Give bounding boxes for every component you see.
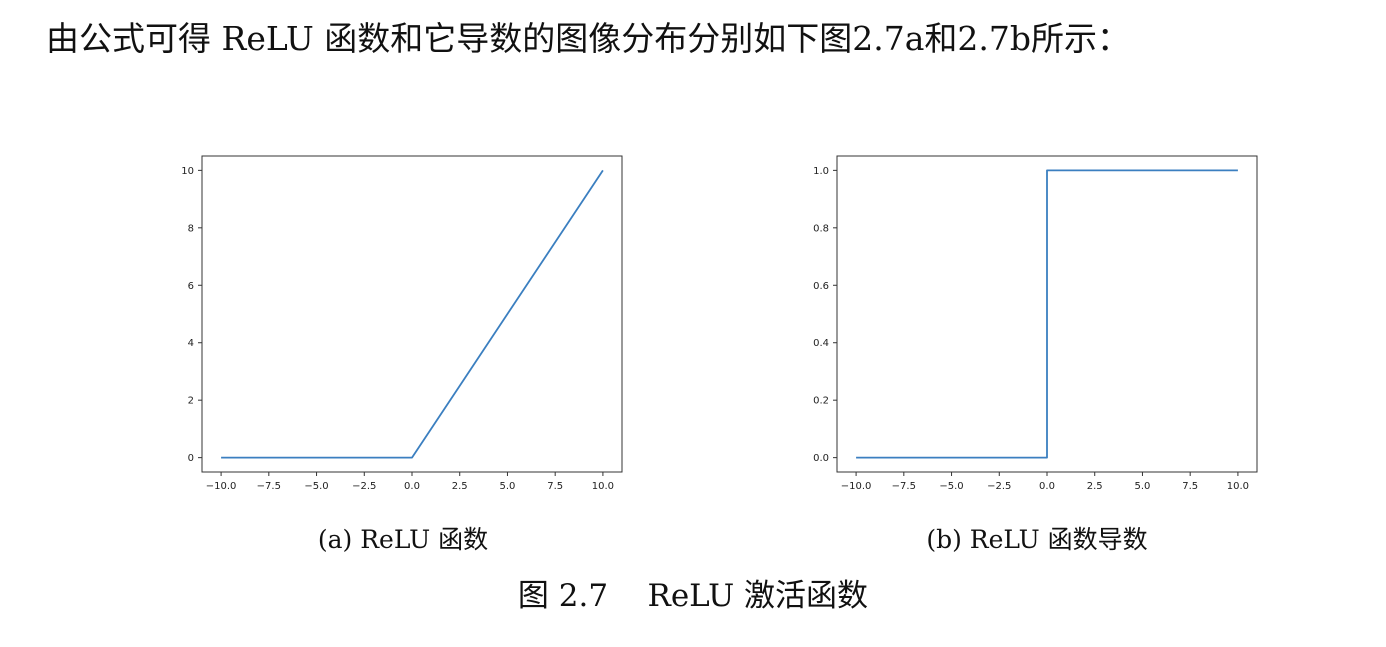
relu-y-tick-label: 4 (188, 338, 194, 349)
relu-x-tick-label: 10.0 (592, 481, 614, 492)
relu-y-tick-label: 6 (188, 281, 194, 292)
relu-derivative-x-tick-label: −10.0 (841, 481, 872, 492)
relu-derivative-x-tick-label: 0.0 (1039, 481, 1055, 492)
relu-y-tick-label: 10 (181, 166, 194, 177)
relu-derivative-y-tick-label: 0.6 (813, 281, 829, 292)
relu-derivative-y-tick-label: 0.2 (813, 396, 829, 407)
relu-derivative-x-tick-label: −5.0 (939, 481, 963, 492)
relu-y-tick-label: 0 (188, 453, 194, 464)
relu-derivative-x-tick-label: 10.0 (1227, 481, 1249, 492)
relu-derivative-x-tick-label: 2.5 (1087, 481, 1103, 492)
relu-y-tick-label: 2 (188, 396, 194, 407)
relu-series-line (221, 169, 604, 459)
relu-x-tick-label: −10.0 (206, 481, 237, 492)
intro-paragraph: 由公式可得 ReLU 函数和它导数的图像分布分别如下图2.7a和2.7b所示： (46, 19, 1131, 58)
relu-derivative-y-tick-label: 0.8 (813, 223, 829, 234)
relu-derivative-x-tick-label: 5.0 (1135, 481, 1151, 492)
relu-derivative-y-tick-label: 0.0 (813, 453, 829, 464)
subcaption-a: (a) ReLU 函数 (317, 525, 489, 554)
relu-derivative-series-line (856, 169, 1238, 459)
relu-x-tick-label: 7.5 (547, 481, 563, 492)
relu-derivative-x-tick-label: −7.5 (892, 481, 916, 492)
relu-derivative-x-tick-label: 7.5 (1182, 481, 1198, 492)
subcaption-b: (b) ReLU 函数导数 (926, 525, 1148, 554)
relu-x-tick-label: −5.0 (304, 481, 328, 492)
relu-y-tick-label: 8 (188, 223, 194, 234)
relu-x-tick-label: −7.5 (257, 481, 281, 492)
relu-function-chart: −10.0 −7.5 −5.0 −2.5 0.0 2.5 5.0 7.5 10.0 0 2 4 6 8 10 (181, 155, 623, 492)
relu-axes-frame (201, 155, 623, 473)
figure-caption: 图 2.7 ReLU 激活函数 (517, 578, 869, 614)
relu-derivative-chart: −10.0 −7.5 −5.0 −2.5 0.0 2.5 5.0 7.5 10.0 0.0 0.2 0… (813, 155, 1258, 492)
relu-x-tick-label: 5.0 (500, 481, 516, 492)
relu-derivative-y-tick-label: 0.4 (813, 338, 829, 349)
relu-x-tick-label: 2.5 (452, 481, 468, 492)
relu-derivative-y-tick-label: 1.0 (813, 166, 829, 177)
relu-derivative-x-tick-label: −2.5 (987, 481, 1011, 492)
relu-x-tick-label: 0.0 (404, 481, 420, 492)
relu-x-tick-label: −2.5 (352, 481, 376, 492)
